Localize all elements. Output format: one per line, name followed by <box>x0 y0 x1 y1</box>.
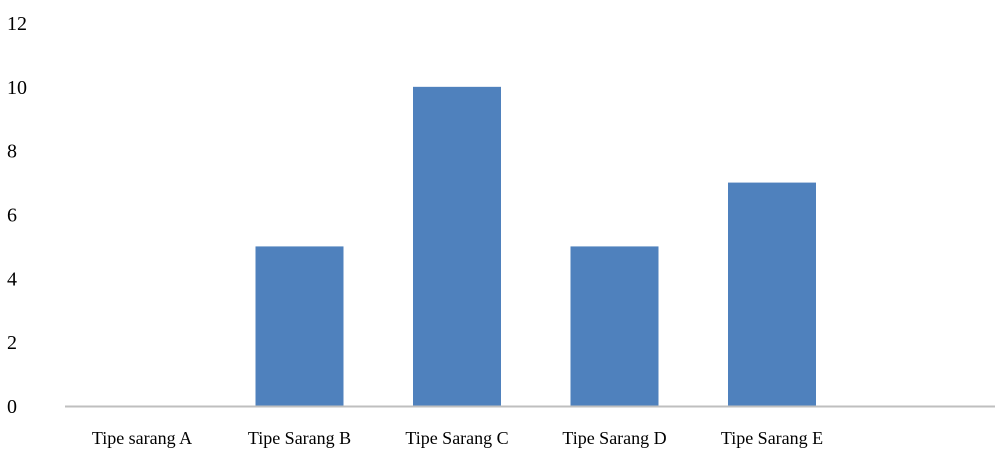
y-tick-label: 4 <box>7 268 17 290</box>
bars-group <box>255 86 816 406</box>
y-tick-label: 12 <box>7 13 27 35</box>
x-category-label: Tipe Sarang B <box>248 428 351 448</box>
bar-2 <box>255 246 344 406</box>
x-category-label: Tipe Sarang E <box>721 428 823 448</box>
y-axis-ticks: 0 2 4 6 8 10 12 <box>7 13 27 418</box>
bar-3 <box>413 86 501 406</box>
y-tick-label: 10 <box>7 77 27 99</box>
x-category-label: Tipe Sarang D <box>562 428 666 448</box>
y-tick-label: 8 <box>7 141 17 163</box>
bar-5 <box>728 182 816 406</box>
y-tick-label: 6 <box>7 205 17 227</box>
x-category-label: Tipe sarang A <box>92 428 192 448</box>
x-category-label: Tipe Sarang C <box>405 428 508 448</box>
x-axis-labels: Tipe sarang A Tipe Sarang B Tipe Sarang C T… <box>92 428 823 448</box>
y-tick-label: 2 <box>7 332 17 354</box>
y-tick-label: 0 <box>7 396 17 418</box>
bar-4 <box>570 246 659 406</box>
